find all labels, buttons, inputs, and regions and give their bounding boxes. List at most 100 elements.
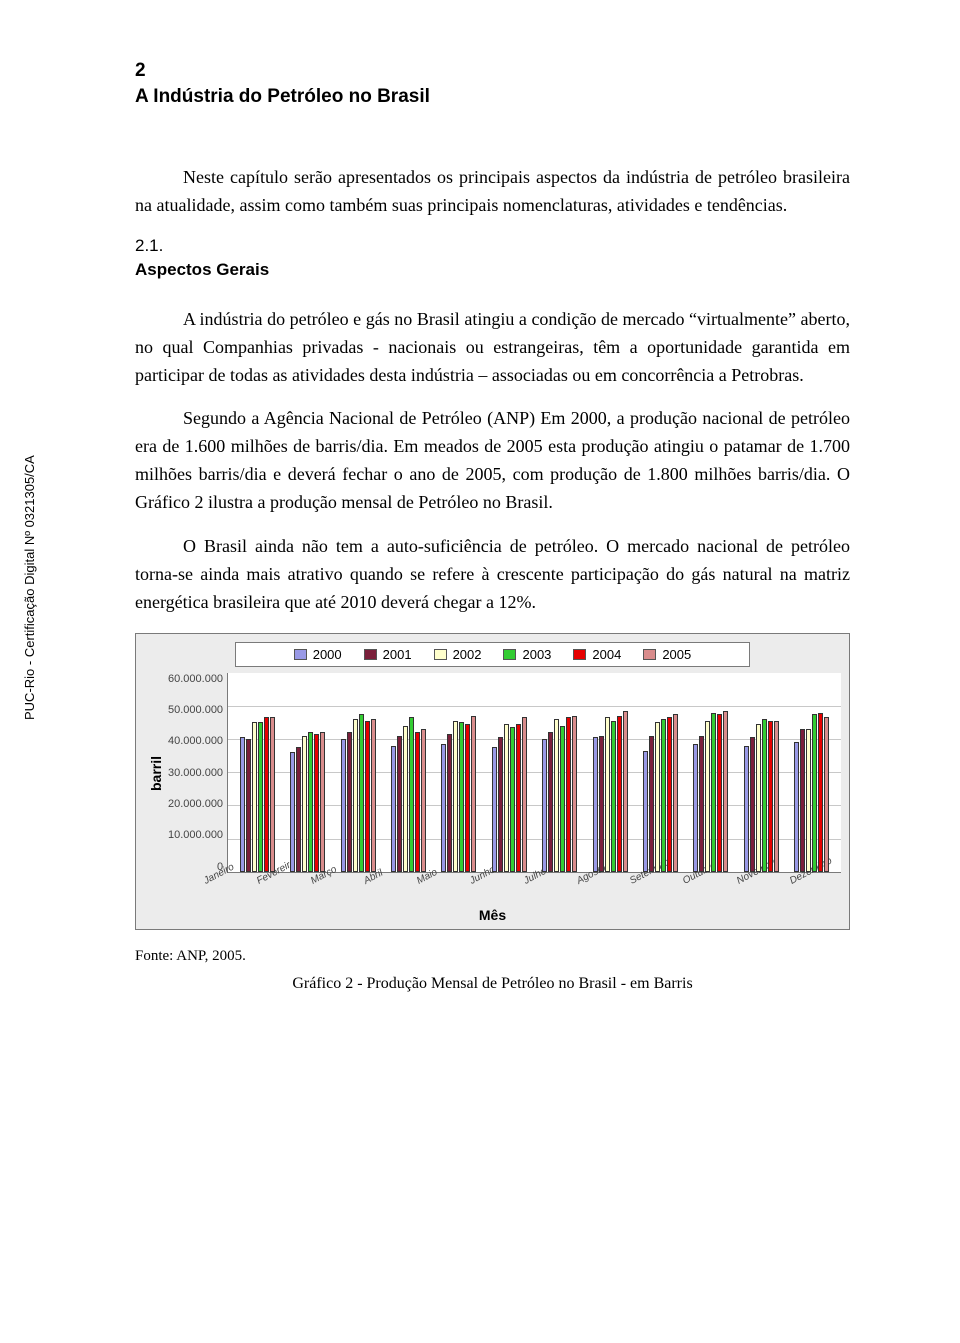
bar bbox=[542, 739, 547, 872]
bar bbox=[711, 713, 716, 872]
legend-item: 2004 bbox=[573, 647, 621, 662]
legend-label: 2004 bbox=[592, 647, 621, 662]
legend-swatch bbox=[503, 649, 516, 660]
bar bbox=[566, 717, 571, 871]
chart-caption: Gráfico 2 - Produção Mensal de Petróleo … bbox=[135, 975, 850, 993]
legend-swatch bbox=[573, 649, 586, 660]
bar bbox=[605, 717, 610, 871]
bar bbox=[459, 722, 464, 871]
bar bbox=[510, 727, 515, 871]
x-axis: JaneiroFevereiroMarçoAbrilMaioJunhoJulho… bbox=[144, 877, 841, 905]
intro-paragraph: Neste capítulo serão apresentados os pri… bbox=[135, 164, 850, 220]
bar bbox=[308, 732, 313, 871]
bar bbox=[655, 722, 660, 871]
legend-swatch bbox=[434, 649, 447, 660]
y-tick: 40.000.000 bbox=[168, 735, 223, 747]
bar bbox=[522, 717, 527, 871]
legend-label: 2005 bbox=[662, 647, 691, 662]
month-group bbox=[284, 673, 330, 872]
bar bbox=[353, 719, 358, 872]
bar bbox=[504, 724, 509, 872]
month-group bbox=[234, 673, 280, 872]
bar bbox=[693, 744, 698, 872]
bar bbox=[572, 716, 577, 872]
bar bbox=[750, 737, 755, 871]
legend-item: 2000 bbox=[294, 647, 342, 662]
bar bbox=[341, 739, 346, 872]
production-chart: 200020012002200320042005 barril 60.000.0… bbox=[135, 633, 850, 930]
bar bbox=[397, 736, 402, 872]
bar bbox=[246, 739, 251, 872]
bar bbox=[371, 719, 376, 872]
bar bbox=[818, 713, 823, 872]
bar bbox=[391, 746, 396, 872]
month-group bbox=[587, 673, 633, 872]
y-tick: 10.000.000 bbox=[168, 829, 223, 841]
bar bbox=[705, 721, 710, 872]
bar bbox=[403, 726, 408, 872]
bar bbox=[623, 711, 628, 872]
bar bbox=[744, 746, 749, 872]
body-paragraph: A indústria do petróleo e gás no Brasil … bbox=[135, 306, 850, 390]
bar bbox=[270, 717, 275, 871]
bar bbox=[409, 717, 414, 871]
bar bbox=[296, 747, 301, 871]
month-group bbox=[486, 673, 532, 872]
y-tick: 20.000.000 bbox=[168, 798, 223, 810]
bar bbox=[717, 714, 722, 872]
month-group bbox=[789, 673, 835, 872]
bar bbox=[794, 742, 799, 871]
bar bbox=[673, 714, 678, 872]
chapter-number: 2 bbox=[135, 60, 850, 82]
legend-item: 2003 bbox=[503, 647, 551, 662]
bar bbox=[756, 724, 761, 872]
month-group bbox=[385, 673, 431, 872]
y-axis: 60.000.000 50.000.000 40.000.000 30.000.000… bbox=[168, 673, 227, 873]
bar bbox=[768, 721, 773, 872]
bar bbox=[516, 724, 521, 872]
bar bbox=[453, 721, 458, 872]
certification-label: PUC-Rio - Certificação Digital Nº 032130… bbox=[22, 455, 37, 720]
bar bbox=[302, 736, 307, 872]
bar bbox=[314, 734, 319, 872]
bar bbox=[560, 726, 565, 872]
bar bbox=[774, 721, 779, 872]
x-axis-title: Mês bbox=[144, 907, 841, 923]
legend-item: 2001 bbox=[364, 647, 412, 662]
bar bbox=[365, 721, 370, 872]
bar bbox=[258, 722, 263, 871]
bar bbox=[548, 732, 553, 871]
bar bbox=[421, 729, 426, 872]
bar bbox=[800, 729, 805, 872]
bar bbox=[723, 711, 728, 872]
bar bbox=[492, 747, 497, 871]
bar bbox=[699, 736, 704, 872]
bar bbox=[649, 736, 654, 872]
bar bbox=[554, 719, 559, 872]
y-tick: 30.000.000 bbox=[168, 767, 223, 779]
legend-item: 2002 bbox=[434, 647, 482, 662]
legend-swatch bbox=[294, 649, 307, 660]
legend-swatch bbox=[364, 649, 377, 660]
plot-area bbox=[227, 673, 841, 873]
bar bbox=[252, 722, 257, 871]
bar bbox=[661, 719, 666, 872]
chart-source: Fonte: ANP, 2005. bbox=[135, 948, 850, 965]
legend-label: 2000 bbox=[313, 647, 342, 662]
section-title: Aspectos Gerais bbox=[135, 260, 850, 280]
bar bbox=[667, 717, 672, 871]
month-group bbox=[537, 673, 583, 872]
bar bbox=[498, 737, 503, 871]
legend-label: 2002 bbox=[453, 647, 482, 662]
bar bbox=[471, 716, 476, 872]
legend-label: 2003 bbox=[522, 647, 551, 662]
bar bbox=[643, 751, 648, 872]
month-group bbox=[637, 673, 683, 872]
bar bbox=[824, 717, 829, 871]
month-group bbox=[335, 673, 381, 872]
bar bbox=[290, 752, 295, 871]
y-tick: 50.000.000 bbox=[168, 704, 223, 716]
section-number: 2.1. bbox=[135, 236, 850, 256]
y-tick: 60.000.000 bbox=[168, 673, 223, 685]
bar bbox=[599, 736, 604, 872]
